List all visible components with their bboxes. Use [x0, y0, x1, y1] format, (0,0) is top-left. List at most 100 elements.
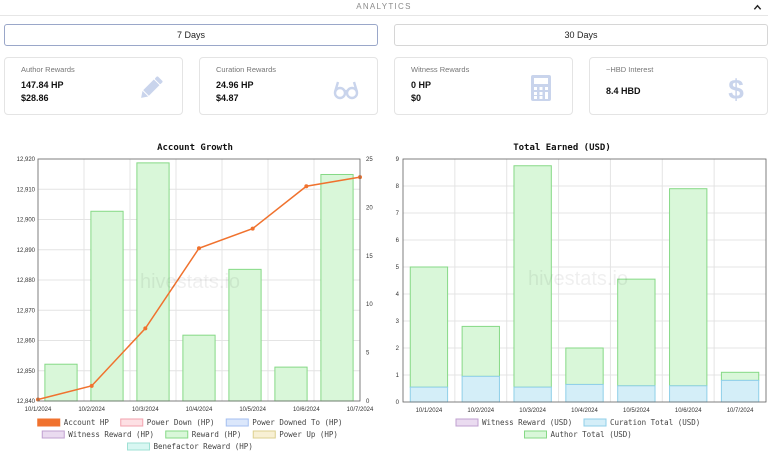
y-tick-label: 12,890 [17, 248, 36, 254]
legend-swatch [41, 430, 65, 439]
x-tick-label: 10/4/2024 [571, 408, 598, 414]
legend-label: Witness Reward (USD) [482, 418, 572, 427]
reward-bar [274, 366, 308, 402]
account-growth-chart: Account Growth 12,840 12,850 12,860 12,870 1… [17, 143, 374, 451]
y-tick-label: 3 [396, 319, 400, 325]
legend-swatch [455, 418, 479, 427]
curation-total-bar [720, 379, 760, 403]
legend-swatch [120, 418, 144, 427]
curation-total-bar [461, 375, 500, 403]
card-value-hbd: 8.4 HBD [606, 86, 641, 96]
account-hp-point [197, 246, 201, 251]
card-value-usd: $0 [411, 93, 422, 103]
legend-label: Witness Reward (HP) [68, 430, 154, 439]
legend-label: Account HP [64, 418, 110, 427]
card-value-hp: 24.96 HP [216, 80, 254, 90]
hbd-interest-card: ~HBD Interest 8.4 HBD $ [589, 57, 768, 115]
pencil-icon [141, 76, 163, 98]
x-tick-label: 10/6/2024 [293, 407, 320, 413]
y2-tick-label: 0 [366, 399, 370, 405]
x-tick-label: 10/5/2024 [239, 407, 266, 413]
y2-tick-label: 10 [366, 302, 373, 308]
curation-rewards-card: Curation Rewards 24.96 HP $4.87 [199, 57, 378, 115]
svg-text:$: $ [728, 74, 744, 102]
account-hp-point [304, 184, 309, 189]
legend-label: Power Downed To (HP) [252, 418, 342, 427]
y-tick-label: 7 [396, 211, 400, 217]
card-label: Curation Rewards [216, 65, 277, 74]
card-value-hp: 147.84 HP [21, 80, 64, 90]
range-30-days-button[interactable]: 30 Days [394, 24, 768, 46]
y-tick-label: 5 [396, 265, 400, 271]
y-tick-label: 8 [396, 184, 400, 190]
card-label: ~HBD Interest [606, 65, 654, 74]
y-tick-label: 0 [396, 400, 400, 406]
y-tick-label: 12,880 [17, 278, 36, 284]
account-hp-point [89, 383, 94, 388]
y-tick-label: 12,840 [17, 399, 36, 405]
legend-swatch [37, 418, 61, 427]
reward-bar [44, 363, 78, 402]
reward-bar [90, 210, 124, 402]
reward-bar [182, 334, 216, 402]
range-7-days-button[interactable]: 7 Days [4, 24, 378, 46]
x-tick-label: 10/5/2024 [623, 408, 650, 414]
curation-total-bar [669, 385, 708, 403]
reward-bar [320, 173, 354, 402]
y-tick-label: 12,900 [17, 218, 36, 224]
plot-frame [402, 158, 767, 403]
legend-label: Curation Total (USD) [610, 418, 700, 427]
author-rewards-card: Author Rewards 147.84 HP $28.86 [4, 57, 183, 115]
y-tick-label: 12,860 [17, 339, 36, 345]
chart-title: Account Growth [157, 143, 233, 153]
legend-label: Power Down (HP) [147, 418, 215, 427]
account-hp-point [143, 326, 148, 331]
author-total-bar [669, 188, 708, 387]
x-tick-label: 10/7/2024 [347, 407, 374, 413]
x-tick-label: 10/1/2024 [25, 407, 52, 413]
y-tick-label: 12,920 [17, 157, 36, 163]
author-total-bar [565, 347, 604, 385]
author-total-bar [409, 266, 449, 388]
witness-rewards-card: Witness Rewards 0 HP $0 [394, 57, 573, 115]
watermark: hivestats.io [528, 268, 628, 290]
curation-total-bar [565, 383, 604, 403]
card-label: Witness Rewards [411, 65, 470, 74]
legend-swatch [127, 442, 150, 451]
legend-swatch [165, 430, 189, 439]
legend-swatch [524, 430, 547, 439]
y2-tick-label: 15 [366, 254, 373, 260]
card-value-hp: 0 HP [411, 80, 432, 90]
y2-tick-label: 25 [366, 157, 373, 163]
y-tick-label: 12,850 [17, 369, 36, 375]
x-tick-label: 10/6/2024 [675, 408, 702, 414]
y-tick-label: 4 [396, 292, 400, 298]
author-total-bar [513, 165, 552, 388]
x-tick-label: 10/2/2024 [467, 408, 494, 414]
reward-bar [136, 162, 170, 402]
y-tick-label: 12,870 [17, 308, 36, 314]
reward-bar [228, 268, 262, 402]
y-tick-label: 12,910 [17, 187, 36, 193]
y2-tick-label: 5 [366, 351, 370, 357]
legend-label: Benefactor Reward (HP) [154, 442, 253, 451]
card-value-usd: $4.87 [216, 93, 239, 103]
chart-title: Total Earned (USD) [513, 143, 611, 153]
chevron-up-icon[interactable] [753, 3, 762, 12]
author-total-bar [720, 371, 760, 381]
analytics-header: ANALYTICS [0, 0, 768, 16]
total-earned-chart: Total Earned (USD) 0 1 2 3 4 5 6 7 8 9 10/1/2024 10… [396, 143, 767, 439]
author-total-bar [461, 325, 500, 377]
x-tick-label: 10/3/2024 [132, 407, 159, 413]
curation-total-bar [513, 386, 552, 403]
y2-tick-label: 20 [366, 205, 373, 211]
card-label: Author Rewards [21, 65, 75, 74]
legend-swatch [252, 430, 276, 439]
watermark: hivestats.io [140, 271, 240, 293]
legend-label: Author Total (USD) [551, 430, 632, 439]
legend-swatch [583, 418, 607, 427]
x-tick-label: 10/4/2024 [186, 407, 213, 413]
glasses-icon [333, 81, 359, 100]
card-value-usd: $28.86 [21, 93, 49, 103]
x-tick-label: 10/7/2024 [727, 408, 754, 414]
